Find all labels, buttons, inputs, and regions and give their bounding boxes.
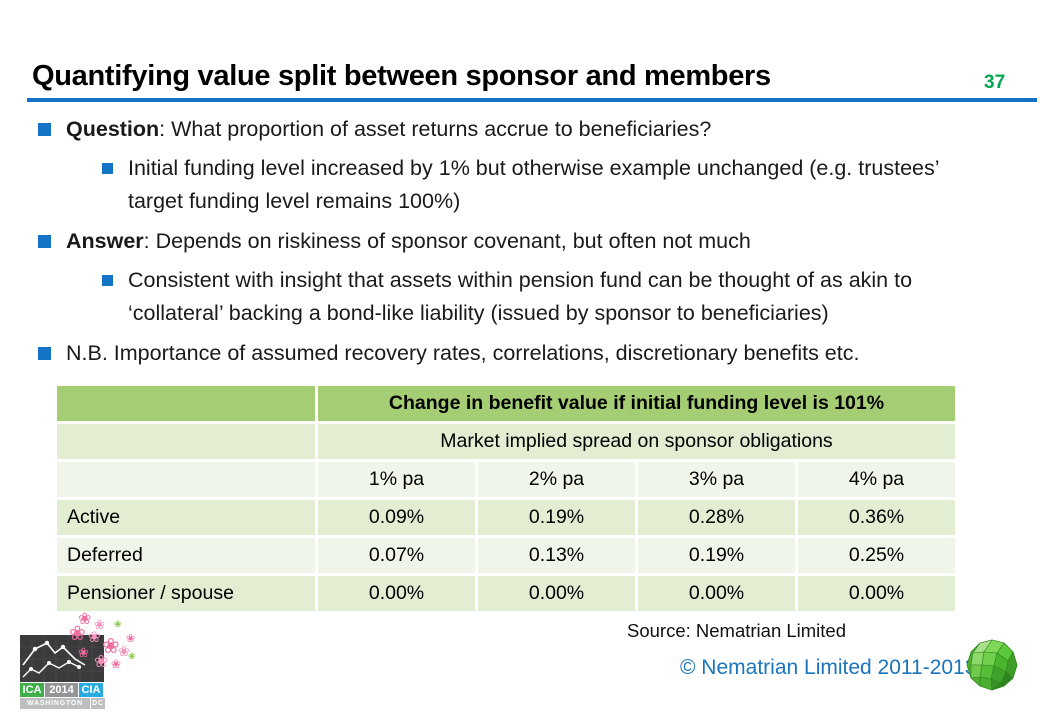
slide-page-number: 37: [984, 72, 1006, 93]
table-cell: 0.00%: [318, 576, 475, 611]
title-underline-rule: [27, 98, 1037, 102]
bullet-answer: Answer: Depends on riskiness of sponsor …: [38, 225, 1013, 257]
bullet-body: : Depends on riskiness of sponsor covena…: [143, 229, 751, 253]
table-cell: 0.09%: [318, 500, 475, 535]
source-note: Source: Nematrian Limited: [627, 620, 847, 641]
cherry-blossom-icon: ❀: [94, 652, 109, 671]
col-header: 2% pa: [478, 462, 635, 497]
bullet-text: Answer: Depends on riskiness of sponsor …: [66, 225, 751, 257]
cherry-blossom-icon: ❀: [126, 633, 136, 645]
bullet-initial-funding: Initial funding level increased by 1% bu…: [102, 152, 1013, 218]
bullet-body: : What proportion of asset returns accru…: [159, 117, 712, 141]
logo-cia-label: CIA: [79, 683, 103, 697]
table-cell: 0.36%: [798, 500, 955, 535]
copyright-text: © Nematrian Limited 2011-2013: [680, 656, 977, 679]
logo-chart-panel: [20, 635, 104, 682]
cherry-blossom-icon: ❀: [102, 635, 120, 658]
table-row-column-headers: 1% pa 2% pa 3% pa 4% pa: [57, 462, 955, 497]
bullet-text: Question: What proportion of asset retur…: [66, 113, 711, 145]
square-bullet-icon: [38, 347, 51, 360]
table-row-pensioner: Pensioner / spouse 0.00% 0.00% 0.00% 0.0…: [57, 576, 955, 611]
bullet-body: N.B. Importance of assumed recovery rate…: [66, 341, 860, 365]
table-cell: 0.00%: [798, 576, 955, 611]
table-subtitle-cell: Market implied spread on sponsor obligat…: [318, 424, 955, 459]
square-bullet-icon: [38, 123, 51, 136]
logo-banner: ICA 2014 CIA: [20, 683, 105, 697]
row-label: Pensioner / spouse: [57, 576, 315, 611]
table-row-active: Active 0.09% 0.19% 0.28% 0.36%: [57, 500, 955, 535]
bullet-question: Question: What proportion of asset retur…: [38, 113, 1013, 145]
table-row-subtitle: Market implied spread on sponsor obligat…: [57, 424, 955, 459]
table-title-cell: Change in benefit value if initial fundi…: [318, 386, 955, 421]
cherry-blossom-icon: ❀: [94, 617, 105, 632]
logo-washington-label: WASHINGTON: [20, 698, 90, 709]
bullet-nb: N.B. Importance of assumed recovery rate…: [38, 337, 1013, 369]
row-label: Active: [57, 500, 315, 535]
bullet-text: Consistent with insight that assets with…: [128, 264, 994, 330]
square-bullet-icon: [102, 163, 113, 174]
bullet-text: Initial funding level increased by 1% bu…: [128, 152, 994, 218]
cherry-blossom-icon: ❀: [78, 611, 92, 628]
bullet-text: N.B. Importance of assumed recovery rate…: [66, 337, 859, 369]
table-cell: 0.00%: [638, 576, 795, 611]
table-row-title: Change in benefit value if initial fundi…: [57, 386, 955, 421]
square-bullet-icon: [102, 275, 113, 286]
table-corner-cell: [57, 462, 315, 497]
col-header: 3% pa: [638, 462, 795, 497]
bullet-body: Initial funding level increased by 1% bu…: [128, 156, 939, 213]
cherry-blossom-icon: ❀: [88, 629, 101, 646]
page-title: Quantifying value split between sponsor …: [32, 60, 771, 92]
table-cell: 0.07%: [318, 538, 475, 573]
bullet-bold-prefix: Answer: [66, 229, 144, 253]
bullet-bold-prefix: Question: [66, 117, 160, 141]
table-corner-cell: [57, 386, 315, 421]
table-cell: 0.25%: [798, 538, 955, 573]
logo-dc-label: DC: [91, 698, 105, 709]
table-corner-cell: [57, 424, 315, 459]
leaf-icon: ❀: [128, 651, 136, 661]
cherry-blossom-icon: ❀: [78, 645, 89, 660]
cherry-blossom-icon: ❀: [69, 623, 86, 645]
benefit-value-table: Change in benefit value if initial fundi…: [54, 383, 958, 614]
table-row-deferred: Deferred 0.07% 0.13% 0.19% 0.25%: [57, 538, 955, 573]
nematrian-globe-icon: [966, 639, 1018, 691]
table-cell: 0.19%: [638, 538, 795, 573]
logo-city-banner: WASHINGTON DC: [20, 698, 105, 709]
col-header: 1% pa: [318, 462, 475, 497]
logo-ica-label: ICA: [20, 683, 44, 697]
logo-year-label: 2014: [45, 683, 78, 697]
cherry-blossom-icon: ❀: [118, 643, 130, 659]
bullet-collateral: Consistent with insight that assets with…: [102, 264, 1013, 330]
table-cell: 0.13%: [478, 538, 635, 573]
table-cell: 0.19%: [478, 500, 635, 535]
table-cell: 0.00%: [478, 576, 635, 611]
bullet-list: Question: What proportion of asset retur…: [38, 113, 1013, 376]
row-label: Deferred: [57, 538, 315, 573]
leaf-icon: ❀: [114, 619, 122, 629]
logo-line-chart-icon: [20, 635, 104, 682]
square-bullet-icon: [38, 235, 51, 248]
cherry-blossom-icon: ❀: [111, 657, 122, 671]
bullet-body: Consistent with insight that assets with…: [128, 268, 913, 325]
ica-cia-2014-logo: ❀ ❀ ❀ ❀ ❀ ❀ ❀ ❀ ❀ ❀ ❀ ❀ ICA 2014 CIA WAS…: [14, 612, 144, 712]
col-header: 4% pa: [798, 462, 955, 497]
table-cell: 0.28%: [638, 500, 795, 535]
